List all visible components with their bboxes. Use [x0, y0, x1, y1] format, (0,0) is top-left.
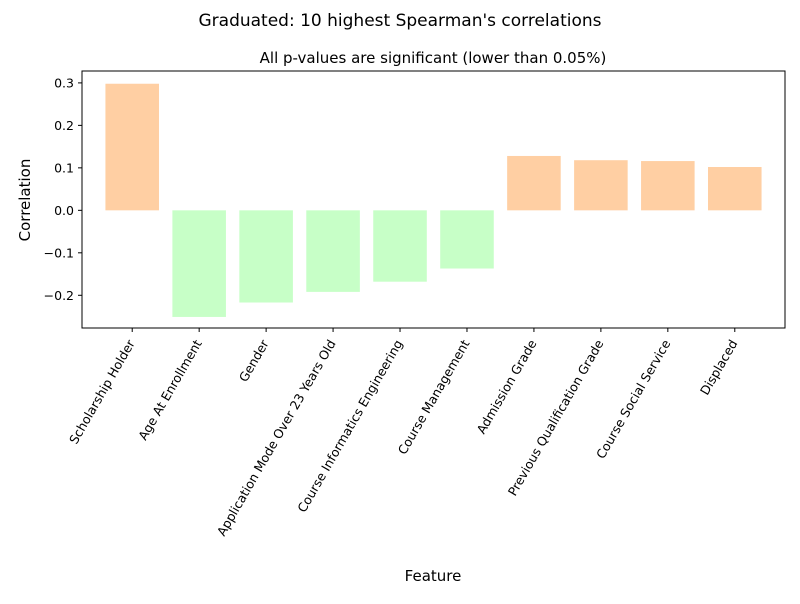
y-tick-label: 0.2 — [54, 118, 74, 133]
x-tick-label: Admission Grade — [473, 337, 539, 437]
y-axis-label: Correlation — [16, 159, 34, 242]
x-tick-label: Application Mode Over 23 Years Old — [214, 337, 339, 538]
chart-title: Graduated: 10 highest Spearman's correla… — [198, 11, 601, 31]
bar — [306, 210, 360, 292]
bar — [440, 210, 494, 269]
bar — [172, 210, 226, 317]
bar — [373, 210, 427, 282]
x-tick-label: Course Management — [395, 337, 473, 457]
bar — [708, 167, 762, 211]
bars-group — [105, 83, 762, 317]
x-tick-label: Course Social Service — [593, 337, 674, 462]
y-tick-label: 0.3 — [54, 75, 74, 90]
bar — [239, 210, 293, 303]
x-tick-label: Gender — [236, 336, 272, 384]
y-tick-label: 0.0 — [54, 203, 74, 218]
y-tick-label: −0.2 — [44, 288, 74, 303]
bar — [507, 155, 561, 211]
bar — [574, 160, 628, 211]
bar — [641, 161, 695, 211]
x-tick-label: Scholarship Holder — [66, 336, 138, 446]
y-axis: −0.2 −0.1 0.0 0.1 0.2 0.3 — [44, 75, 82, 303]
y-tick-label: −0.1 — [44, 245, 74, 260]
plot-frame — [81, 70, 786, 329]
x-tick-label: Displaced — [697, 337, 741, 397]
y-tick-label: 0.1 — [54, 160, 74, 175]
x-tick-label: Age At Enrollment — [135, 337, 205, 443]
chart-subtitle: All p-values are significant (lower than… — [260, 49, 607, 67]
bar — [105, 83, 159, 211]
x-axis-label: Feature — [405, 567, 462, 585]
